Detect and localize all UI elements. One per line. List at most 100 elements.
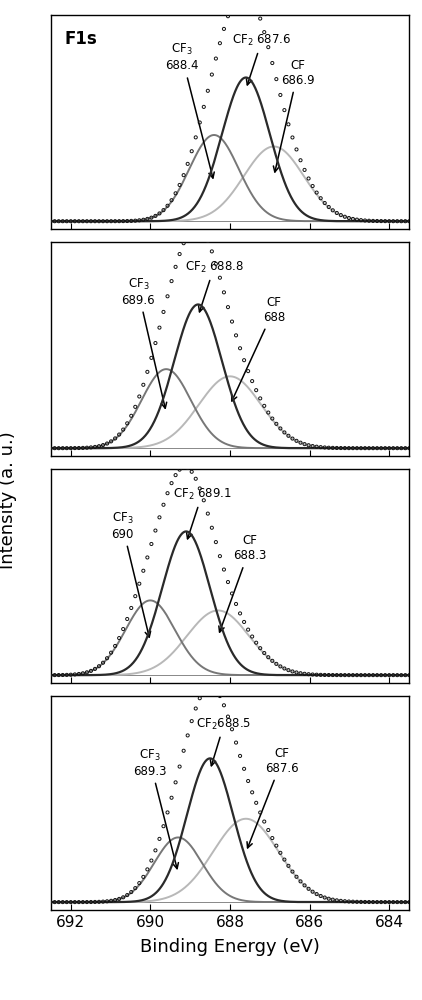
- Point: [88, 894, 95, 910]
- Point: [55, 440, 62, 456]
- Point: [180, 459, 187, 475]
- Point: [76, 894, 82, 910]
- Point: [204, 506, 211, 522]
- Point: [192, 471, 199, 487]
- Point: [382, 894, 389, 910]
- X-axis label: Binding Energy (eV): Binding Energy (eV): [140, 938, 320, 956]
- Point: [338, 207, 344, 223]
- Point: [168, 273, 175, 289]
- Point: [124, 887, 130, 903]
- Point: [370, 667, 376, 683]
- Point: [124, 415, 130, 431]
- Point: [60, 440, 66, 456]
- Text: CF$_2$ 688.8: CF$_2$ 688.8: [185, 260, 243, 312]
- Point: [301, 436, 308, 452]
- Point: [297, 152, 304, 168]
- Point: [273, 656, 280, 672]
- Point: [47, 894, 54, 910]
- Point: [321, 667, 328, 683]
- Point: [216, 270, 223, 286]
- Point: [390, 667, 397, 683]
- Point: [160, 497, 167, 513]
- Point: [325, 891, 332, 907]
- Point: [132, 399, 139, 415]
- Point: [321, 195, 328, 211]
- Point: [297, 665, 304, 681]
- Point: [88, 439, 95, 455]
- Point: [333, 892, 340, 908]
- Point: [76, 213, 82, 229]
- Point: [196, 221, 203, 237]
- Point: [79, 213, 86, 229]
- Point: [71, 213, 78, 229]
- Point: [128, 213, 135, 229]
- Point: [398, 440, 405, 456]
- Point: [100, 655, 106, 671]
- Point: [269, 653, 276, 669]
- Point: [60, 894, 66, 910]
- Point: [213, 682, 219, 698]
- Point: [346, 667, 352, 683]
- Point: [71, 666, 78, 682]
- Point: [172, 185, 179, 201]
- Point: [370, 894, 376, 910]
- Point: [79, 894, 86, 910]
- Point: [204, 679, 211, 695]
- Point: [285, 116, 292, 132]
- Point: [144, 211, 151, 227]
- Point: [100, 437, 106, 453]
- Point: [301, 666, 308, 682]
- Point: [285, 858, 292, 874]
- Point: [132, 213, 139, 229]
- Point: [156, 509, 163, 525]
- Point: [317, 888, 324, 904]
- Point: [402, 440, 408, 456]
- Point: [196, 480, 203, 496]
- Point: [265, 39, 272, 55]
- Point: [51, 667, 58, 683]
- Point: [338, 893, 344, 909]
- Point: [305, 170, 312, 186]
- Point: [237, 605, 243, 621]
- Point: [221, 562, 227, 578]
- Point: [63, 213, 70, 229]
- Point: [245, 363, 252, 379]
- Text: CF
688.3: CF 688.3: [219, 534, 267, 632]
- Point: [325, 440, 332, 456]
- Point: [104, 650, 111, 666]
- Point: [152, 208, 159, 224]
- Point: [104, 893, 111, 909]
- Point: [216, 688, 223, 704]
- Point: [108, 645, 114, 661]
- Point: [293, 433, 300, 449]
- Point: [136, 388, 143, 404]
- Point: [365, 213, 372, 229]
- Point: [273, 71, 280, 87]
- Point: [378, 440, 384, 456]
- Point: [68, 213, 74, 229]
- Point: [321, 439, 328, 455]
- Point: [79, 440, 86, 456]
- Point: [176, 759, 183, 775]
- Point: [108, 213, 114, 229]
- Point: [346, 440, 352, 456]
- Point: [112, 892, 119, 908]
- Point: [354, 667, 360, 683]
- Text: CF$_3$
689.6: CF$_3$ 689.6: [122, 277, 167, 408]
- Point: [309, 667, 316, 683]
- Point: [394, 667, 400, 683]
- Point: [265, 649, 272, 665]
- Point: [60, 213, 66, 229]
- Point: [333, 440, 340, 456]
- Point: [51, 894, 58, 910]
- Point: [152, 335, 159, 351]
- Point: [265, 405, 272, 421]
- Point: [164, 198, 171, 214]
- Point: [164, 288, 171, 304]
- Point: [277, 845, 284, 861]
- Point: [192, 701, 199, 717]
- Point: [382, 213, 389, 229]
- Point: [269, 830, 276, 846]
- Point: [257, 640, 264, 656]
- Point: [229, 721, 235, 737]
